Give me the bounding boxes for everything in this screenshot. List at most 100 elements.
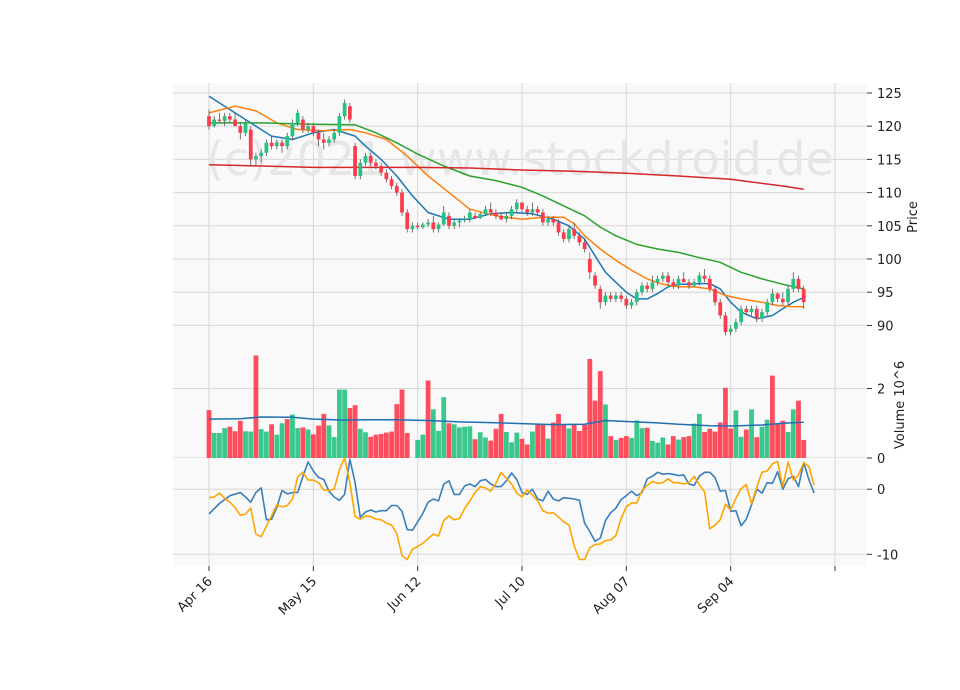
candle xyxy=(233,112,237,127)
candle xyxy=(718,298,723,319)
candle xyxy=(582,239,587,253)
candle xyxy=(540,209,545,226)
candle-body xyxy=(332,132,337,140)
candle xyxy=(801,285,806,309)
candle-body xyxy=(603,295,608,303)
candle xyxy=(222,112,227,127)
price-panel: 90 95 100 105 110 115 120 125 (c)2021 www.stockd… xyxy=(173,83,921,352)
volume-bar xyxy=(436,430,441,458)
volume-bar xyxy=(749,409,754,458)
candle-body xyxy=(572,229,577,236)
candle-body xyxy=(760,312,764,319)
volume-bar xyxy=(618,437,624,458)
volume-bar xyxy=(357,428,363,458)
candle xyxy=(754,305,759,323)
candle-body xyxy=(655,278,660,283)
candle xyxy=(650,275,655,293)
candle-body xyxy=(457,220,462,223)
volume-bar xyxy=(493,428,499,458)
candle xyxy=(707,275,712,293)
candle-body xyxy=(707,278,712,289)
candle-body xyxy=(353,146,357,176)
candle xyxy=(765,298,770,316)
candle-body xyxy=(254,156,258,160)
candle-body xyxy=(697,275,702,283)
candle-body xyxy=(327,139,331,143)
x-tick-label: May 15 xyxy=(276,574,320,618)
candle xyxy=(780,292,785,306)
candle xyxy=(473,212,477,220)
candle xyxy=(389,175,394,190)
candle xyxy=(530,202,535,216)
candle-body xyxy=(342,102,347,117)
candle-body xyxy=(525,209,530,213)
candle xyxy=(681,272,686,283)
candle-body xyxy=(363,156,368,163)
candle xyxy=(692,278,697,287)
volume-bar xyxy=(519,438,525,458)
candle xyxy=(786,285,790,306)
volume-bar xyxy=(530,431,535,458)
volume-bar xyxy=(394,404,400,458)
candle xyxy=(697,272,702,286)
candle-body xyxy=(598,288,603,303)
candle xyxy=(556,219,561,236)
volume-bar xyxy=(222,428,228,458)
candle xyxy=(227,112,232,123)
candle xyxy=(400,189,404,216)
volume-bar xyxy=(608,436,614,458)
candle-body xyxy=(645,285,650,289)
volume-bar xyxy=(566,428,572,458)
candle xyxy=(285,132,290,150)
candle xyxy=(676,275,681,289)
candle xyxy=(327,136,331,147)
candle xyxy=(467,209,472,223)
candle xyxy=(572,222,577,240)
candle xyxy=(457,219,462,228)
volume-bar xyxy=(717,422,723,458)
volume-bar xyxy=(524,444,530,458)
candle-body xyxy=(520,202,524,210)
volume-bar xyxy=(316,425,321,458)
volume-bar xyxy=(561,424,567,458)
candle-body xyxy=(780,298,785,303)
candle xyxy=(713,285,717,306)
volume-bar xyxy=(284,419,290,458)
volume-bar xyxy=(743,429,749,458)
candle xyxy=(311,122,316,137)
candle-body xyxy=(233,119,237,127)
volume-bar xyxy=(540,424,546,458)
volume-bar xyxy=(430,409,436,458)
candle-body xyxy=(556,222,561,233)
candle-body xyxy=(238,126,243,133)
volume-bar xyxy=(571,423,577,458)
candle xyxy=(478,212,483,220)
candle-body xyxy=(749,308,754,313)
volume-bar xyxy=(457,427,462,458)
volume-bar xyxy=(655,442,661,458)
volume-bar xyxy=(613,439,619,458)
candle xyxy=(629,298,634,309)
candle-body xyxy=(634,292,639,303)
volume-bar xyxy=(707,428,713,458)
candle-body xyxy=(400,192,404,213)
candle-body xyxy=(358,162,363,176)
candle-body xyxy=(593,275,597,286)
volume-bar xyxy=(310,434,316,458)
volume-bar xyxy=(243,431,248,458)
volume-bar xyxy=(269,424,274,458)
candle-body xyxy=(285,136,290,147)
candle xyxy=(634,288,639,306)
volume-bar xyxy=(368,436,374,458)
volume-bar xyxy=(347,407,353,458)
volume-bar xyxy=(263,431,269,458)
candle-body xyxy=(509,209,514,216)
moving-average-line xyxy=(209,122,804,290)
candle-body xyxy=(494,212,498,216)
candle-body xyxy=(347,106,352,120)
candle-body xyxy=(248,129,253,160)
candle xyxy=(504,212,509,223)
volume-bar xyxy=(770,375,775,458)
candle-body xyxy=(280,142,284,147)
candle-body xyxy=(374,162,378,167)
